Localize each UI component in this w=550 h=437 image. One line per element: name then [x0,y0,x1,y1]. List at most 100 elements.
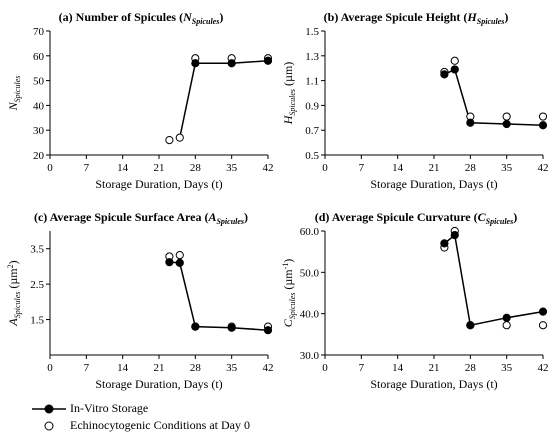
x-tick-label: 28 [465,162,477,174]
point-in-vitro [538,121,548,130]
y-tick-label: 50 [33,76,45,88]
legend-open-marker-icon [44,421,54,430]
series-line-in-vitro [444,68,544,126]
x-tick-label: 0 [47,362,53,374]
chart-average-spicule-curvature: (d) Average Spicule Curvature (CSpicules… [281,210,549,391]
x-tick-label: 35 [226,162,238,174]
point-in-vitro [502,313,511,322]
legend-label-echinocytogenic: Echinocytogenic Conditions at Day 0 [70,418,250,432]
x-tick-label: 28 [190,162,202,174]
point-in-vitro [175,258,184,267]
y-axis-label: CSpicules (µm-1) [281,259,297,328]
x-tick-label: 35 [226,362,238,374]
y-tick-label: 30 [33,125,45,137]
chart-number-of-spicules: (a) Number of Spicules (NSpicules) 20 30 40… [6,10,274,191]
x-axis-label: Storage Duration, Days (t) [95,177,222,191]
point-echinocytogenic [175,250,184,260]
x-tick-label: 35 [501,162,513,174]
y-tick-label: 40.0 [300,309,320,321]
x-tick-label: 28 [190,362,202,374]
legend-filled-marker-icon [32,404,66,413]
x-axis-label: Storage Duration, Days (t) [370,377,497,391]
y-axis-label: HSpicules (µm) [281,62,297,126]
x-tick-label: 14 [117,362,129,374]
point-in-vitro [502,119,511,129]
point-in-vitro [191,59,200,68]
x-tick-label: 21 [154,162,165,174]
x-tick-label: 14 [117,162,129,174]
x-tick-label: 42 [538,162,549,174]
point-in-vitro [263,326,273,335]
y-tick-label: 1.1 [305,76,319,88]
legend-item-echinocytogenic: Echinocytogenic Conditions at Day 0 [32,417,332,434]
y-tick-label: 1.5 [305,26,319,38]
x-tick-label: 7 [359,162,365,174]
point-in-vitro [440,239,449,248]
chart-average-spicule-height: (b) Average Spicule Height (HSpicules) 0.… [281,10,549,191]
chart-title: (d) Average Spicule Curvature (CSpicules… [315,210,517,226]
x-tick-label: 0 [47,162,53,174]
point-in-vitro [466,118,475,127]
x-axis-label: Storage Duration, Days (t) [95,377,222,391]
x-tick-label: 7 [84,162,90,174]
y-tick-label: 0.7 [305,125,319,137]
x-tick-label: 14 [392,362,404,374]
x-tick-label: 42 [263,162,274,174]
y-tick-label: 60.0 [300,226,320,238]
y-tick-label: 50.0 [300,267,320,279]
y-tick-label: 1.3 [305,51,319,63]
x-tick-label: 7 [359,362,365,374]
point-in-vitro [263,56,273,65]
point-in-vitro [227,59,236,68]
y-tick-label: 20 [33,150,45,162]
x-axis-label: Storage Duration, Days (t) [370,177,497,191]
point-echinocytogenic [450,56,459,65]
panel-c: (c) Average Spicule Surface Area (ASpicu… [0,200,275,400]
point-in-vitro [450,65,459,74]
y-tick-label: 30.0 [300,350,320,362]
point-echinocytogenic [175,133,184,142]
y-tick-label: 40 [33,100,45,112]
panel-d: (d) Average Spicule Curvature (CSpicules… [275,200,550,400]
y-tick-label: 0.9 [305,100,319,112]
point-echinocytogenic [502,112,511,121]
point-in-vitro [440,70,449,79]
x-tick-label: 35 [501,362,513,374]
y-tick-label: 0.5 [305,150,319,162]
chart-title: (a) Number of Spicules (NSpicules) [59,10,224,26]
point-in-vitro [165,258,174,267]
legend-label-in-vitro: In-Vitro Storage [70,401,149,415]
x-tick-label: 21 [429,362,440,374]
x-tick-label: 21 [429,162,440,174]
point-in-vitro [466,321,475,330]
panel-a: (a) Number of Spicules (NSpicules) 20 30 40… [0,0,275,200]
x-tick-label: 7 [84,362,90,374]
x-tick-label: 42 [538,362,549,374]
point-in-vitro [227,323,236,332]
chart-average-spicule-surface-area: (c) Average Spicule Surface Area (ASpicu… [6,210,274,391]
series-connector-line [179,63,197,138]
y-tick-label: 1.5 [30,315,44,327]
panel-b: (b) Average Spicule Height (HSpicules) 0.… [275,0,550,200]
x-tick-label: 21 [154,362,165,374]
x-tick-label: 0 [322,162,328,174]
series-line-in-vitro [443,233,544,327]
point-echinocytogenic [538,321,548,330]
x-tick-label: 14 [392,162,404,174]
point-in-vitro [538,307,548,316]
series-line-in-vitro [169,261,269,331]
x-tick-label: 0 [322,362,328,374]
point-echinocytogenic [538,112,548,121]
y-tick-label: 3.5 [30,244,44,256]
y-tick-label: 60 [33,51,45,63]
point-in-vitro [450,231,459,240]
chart-title: (b) Average Spicule Height (HSpicules) [324,10,509,26]
chart-title: (c) Average Spicule Surface Area (ASpicu… [34,210,248,226]
legend-item-in-vitro: In-Vitro Storage [32,400,332,417]
y-axis-label: ASpicules (µm2) [6,260,22,326]
point-echinocytogenic [165,136,174,145]
y-axis-label: NSpicules [6,76,22,112]
y-tick-label: 2.5 [30,279,44,291]
y-tick-label: 70 [33,26,45,38]
